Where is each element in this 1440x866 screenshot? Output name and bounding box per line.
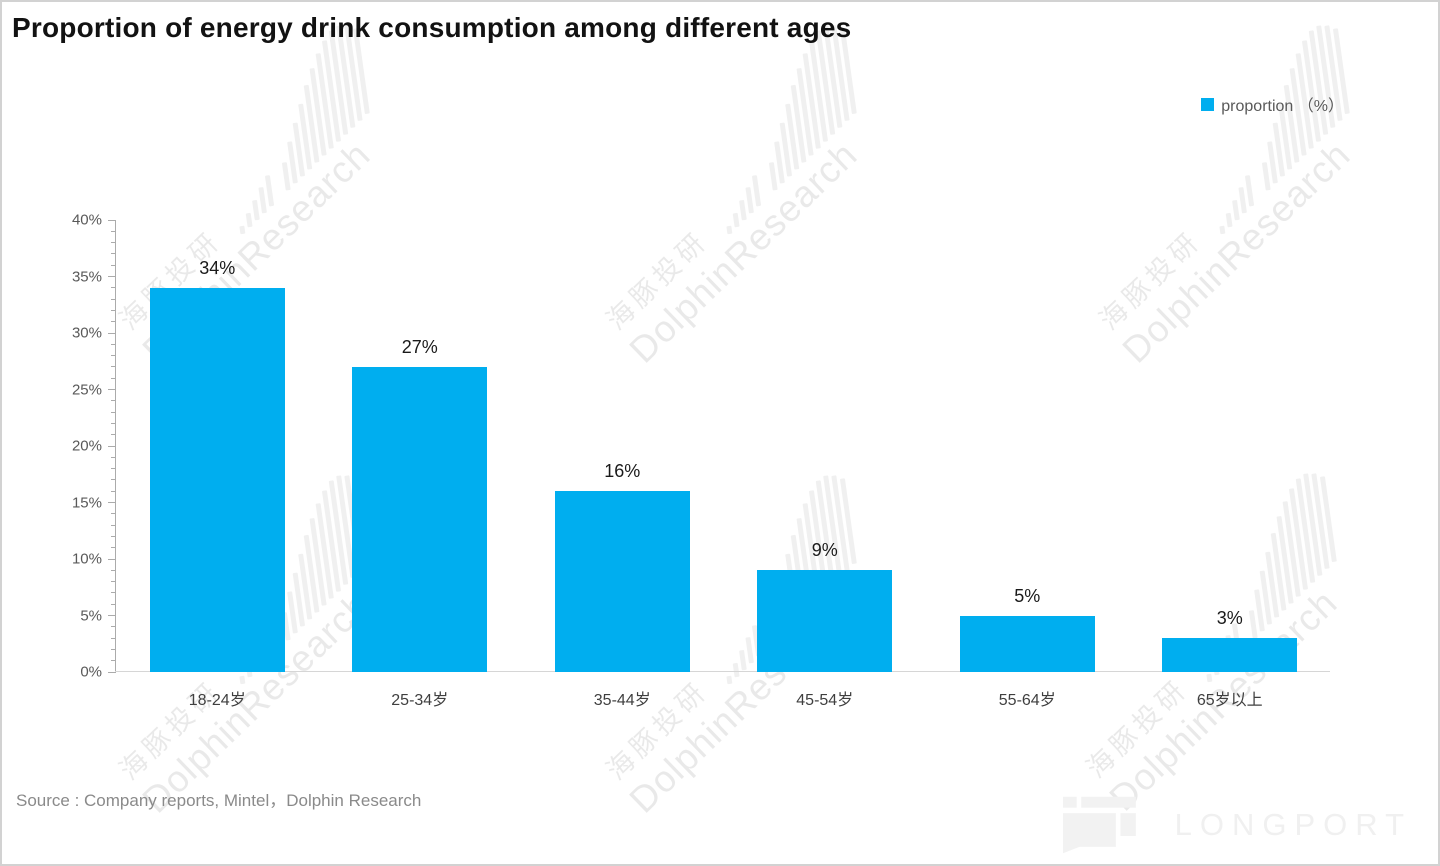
plot-area: 0% 5% 10% 15% 20% 25% 30% 35% 40% 34% 18-24岁 27% 25-… bbox=[72, 212, 1330, 709]
x-axis-label: 25-34岁 bbox=[391, 692, 449, 709]
y-axis-tick bbox=[111, 468, 116, 470]
y-axis-tick-label: 15% bbox=[71, 494, 102, 511]
x-axis-line bbox=[115, 671, 1330, 672]
x-axis-label: 35-44岁 bbox=[593, 692, 651, 709]
longport-logo-text: LONGPORT bbox=[1174, 807, 1412, 842]
y-axis-tick bbox=[108, 502, 116, 503]
y-axis-tick bbox=[108, 671, 116, 673]
y-axis-tick bbox=[111, 264, 116, 266]
y-axis-tick bbox=[108, 389, 116, 390]
y-axis-tick-label: 40% bbox=[71, 211, 102, 229]
y-axis-tick bbox=[111, 253, 116, 255]
y-axis-tick bbox=[111, 626, 116, 628]
y-axis-tick bbox=[111, 592, 116, 594]
bar-value-label: 16% bbox=[604, 461, 641, 482]
y-axis-tick bbox=[111, 377, 116, 379]
y-axis-tick bbox=[111, 400, 116, 402]
bar-value-label: 3% bbox=[1216, 608, 1243, 629]
bar-18-24岁 bbox=[149, 287, 285, 672]
y-axis-tick-label: 35% bbox=[71, 268, 102, 285]
y-axis-tick bbox=[111, 535, 116, 537]
bar-25-34岁 bbox=[352, 366, 488, 672]
longport-logo-icon bbox=[1062, 796, 1136, 854]
legend-label: proportion （%） bbox=[1221, 98, 1344, 115]
y-axis-tick bbox=[111, 569, 116, 571]
x-axis-label: 18-24岁 bbox=[188, 692, 246, 709]
y-axis-tick bbox=[108, 558, 116, 560]
source-note: Source : Company reports, Mintel，Dolphin… bbox=[16, 791, 422, 810]
y-axis-tick bbox=[111, 230, 116, 232]
bar-value-label: 5% bbox=[1014, 585, 1041, 606]
y-axis-tick bbox=[111, 434, 116, 436]
y-axis-tick-label: 0% bbox=[80, 663, 102, 681]
y-axis-tick-label: 5% bbox=[80, 607, 102, 624]
longport-logo: LONGPORT bbox=[1062, 796, 1412, 854]
y-axis-tick bbox=[111, 456, 116, 458]
y-axis-tick bbox=[108, 332, 116, 334]
y-axis-tick bbox=[111, 321, 116, 323]
y-axis-tick bbox=[111, 603, 116, 605]
y-axis-tick bbox=[111, 287, 116, 289]
y-axis-tick bbox=[108, 445, 116, 447]
y-axis-tick bbox=[108, 219, 116, 221]
bar-65岁以上 bbox=[1162, 638, 1298, 672]
y-axis-tick bbox=[111, 637, 116, 639]
y-axis-tick bbox=[111, 513, 116, 515]
page-title: Proportion of energy drink consumption a… bbox=[12, 12, 852, 43]
watermark-cn-text: 海豚投研 bbox=[1080, 673, 1194, 784]
y-axis-tick bbox=[111, 524, 116, 526]
y-axis-tick bbox=[111, 298, 116, 300]
y-axis-tick bbox=[111, 411, 116, 413]
y-axis-tick bbox=[111, 242, 116, 244]
y-axis-tick bbox=[111, 648, 116, 650]
y-axis-tick bbox=[111, 309, 116, 311]
bar-value-label: 9% bbox=[811, 540, 838, 561]
y-axis-tick bbox=[111, 660, 116, 662]
y-axis-tick bbox=[111, 366, 116, 368]
bar-35-44岁 bbox=[554, 491, 690, 672]
y-axis-tick bbox=[108, 615, 116, 616]
watermark-stripes-icon bbox=[700, 25, 857, 191]
y-axis-tick bbox=[111, 490, 116, 492]
y-axis-tick-label: 30% bbox=[71, 324, 102, 342]
legend: proportion （%） bbox=[1201, 92, 1344, 116]
y-axis-tick-label: 20% bbox=[71, 437, 102, 455]
x-axis-label: 55-64岁 bbox=[998, 692, 1056, 709]
legend-color-swatch bbox=[1201, 97, 1215, 111]
y-axis-tick bbox=[111, 547, 116, 549]
bar-45-54岁 bbox=[757, 570, 893, 672]
bar-value-label: 34% bbox=[199, 257, 236, 278]
y-axis-tick-label: 10% bbox=[71, 550, 102, 568]
bar-55-64岁 bbox=[959, 615, 1095, 672]
y-axis-tick bbox=[108, 276, 116, 277]
y-axis-tick bbox=[111, 355, 116, 357]
y-axis-tick bbox=[111, 422, 116, 424]
bar-value-label: 27% bbox=[401, 336, 438, 357]
x-axis-label: 65岁以上 bbox=[1196, 692, 1263, 709]
watermark-stripes-icon bbox=[213, 25, 370, 191]
y-axis-tick bbox=[111, 479, 116, 481]
x-axis-label: 45-54岁 bbox=[796, 692, 854, 709]
y-axis-tick bbox=[111, 343, 116, 345]
y-axis-tick-label: 25% bbox=[71, 381, 102, 398]
y-axis-tick bbox=[111, 581, 116, 583]
